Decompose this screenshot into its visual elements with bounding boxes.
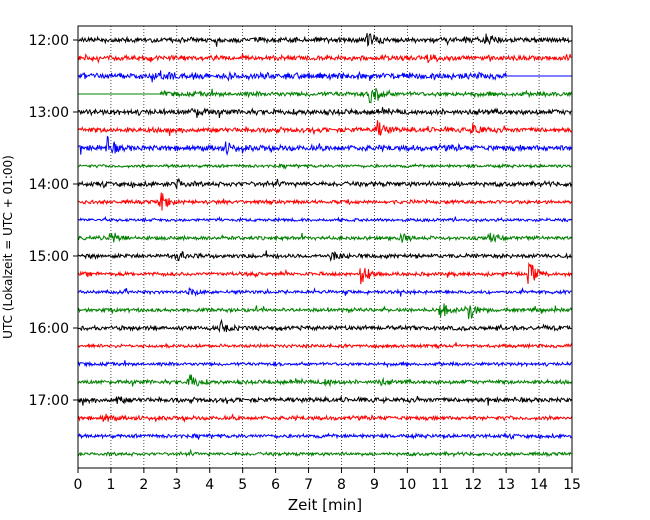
x-tick-label-12: 12 xyxy=(464,477,482,493)
x-tick-label-6: 6 xyxy=(271,477,280,493)
trace-1715 xyxy=(77,413,572,423)
y-axis: 12:00 13:00 14:00 15:00 16:00 17:00 xyxy=(29,33,78,409)
x-tick-label-15: 15 xyxy=(563,477,581,493)
x-tick-label-10: 10 xyxy=(398,477,416,493)
trace-1630 xyxy=(77,360,572,369)
trace-1730 xyxy=(77,432,572,441)
trace-1445 xyxy=(77,232,572,243)
trace-1245 xyxy=(78,87,573,104)
x-tick-label-3: 3 xyxy=(172,477,181,493)
y-tick-label-3: 15:00 xyxy=(29,249,69,265)
y-tick-label-1: 13:00 xyxy=(29,105,69,121)
x-tick-label-11: 11 xyxy=(431,477,449,493)
trace-1545 xyxy=(77,303,572,320)
x-tick-label-2: 2 xyxy=(139,477,148,493)
x-axis: 0 1 2 3 4 5 6 7 8 9 10 11 12 13 14 15 xyxy=(74,468,581,493)
y-tick-label-0: 12:00 xyxy=(29,33,69,49)
x-tick-label-9: 9 xyxy=(370,477,379,493)
y-axis-label: UTC (Lokalzeit = UTC + 01:00) xyxy=(1,155,15,339)
trace-1600 xyxy=(77,318,572,333)
traces xyxy=(77,32,573,458)
x-tick-label-13: 13 xyxy=(497,477,515,493)
trace-1300 xyxy=(77,107,572,119)
trace-1230 xyxy=(77,70,572,83)
plot-frame xyxy=(77,25,573,469)
trace-1400 xyxy=(77,177,572,191)
trace-1430 xyxy=(77,215,572,224)
trace-1500 xyxy=(77,250,572,263)
trace-1530 xyxy=(77,286,572,298)
trace-1645 xyxy=(77,374,572,388)
trace-1315 xyxy=(77,120,572,137)
trace-1615 xyxy=(77,342,572,350)
x-tick-label-8: 8 xyxy=(337,477,346,493)
trace-1215 xyxy=(77,53,572,65)
trace-1700 xyxy=(77,395,572,406)
x-axis-label: Zeit [min] xyxy=(288,496,362,514)
y-tick-label-4: 16:00 xyxy=(29,321,69,337)
y-tick-label-5: 17:00 xyxy=(29,393,69,409)
x-tick-label-0: 0 xyxy=(74,477,83,493)
trace-1515 xyxy=(77,262,572,285)
trace-1330 xyxy=(77,135,572,156)
trace-1200 xyxy=(77,32,572,48)
x-tick-label-14: 14 xyxy=(530,477,548,493)
x-tick-label-1: 1 xyxy=(106,477,115,493)
trace-1745 xyxy=(77,448,572,458)
trace-1415 xyxy=(77,192,572,211)
x-tick-label-7: 7 xyxy=(304,477,313,493)
y-tick-label-2: 14:00 xyxy=(29,177,69,193)
x-tick-label-4: 4 xyxy=(205,477,214,493)
trace-1345 xyxy=(77,162,572,170)
x-tick-label-5: 5 xyxy=(238,477,247,493)
